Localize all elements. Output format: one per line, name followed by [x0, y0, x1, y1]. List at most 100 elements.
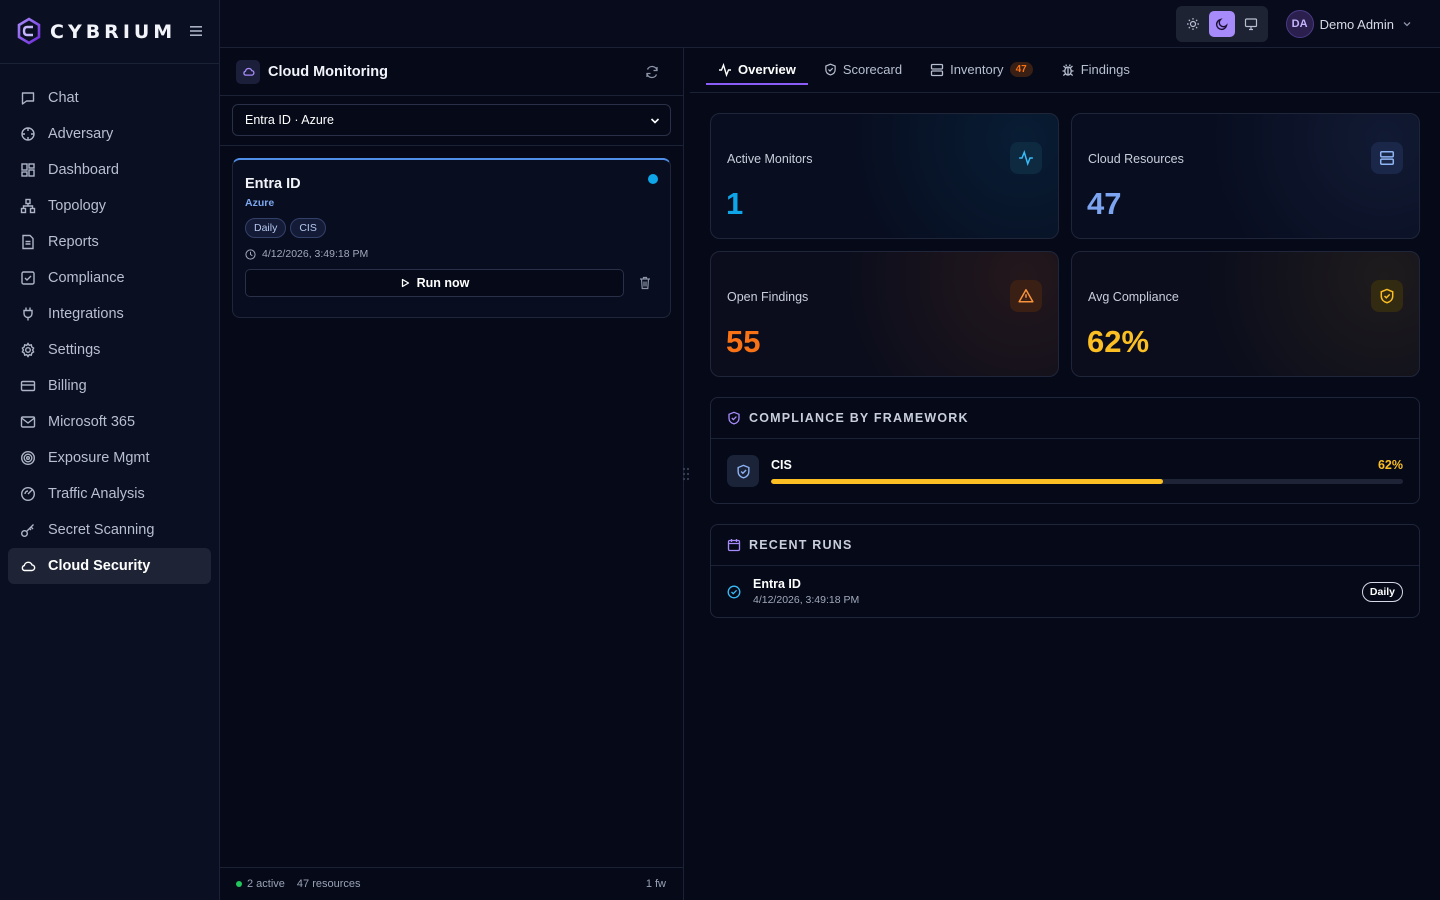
inventory-count-badge: 47	[1009, 62, 1033, 77]
recent-runs-section: RECENT RUNS Entra ID 4/12/2026, 3:49:18 …	[710, 524, 1420, 618]
run-now-button[interactable]: Run now	[245, 269, 624, 297]
cloud-icon	[21, 561, 36, 572]
section-title: RECENT RUNS	[749, 538, 853, 552]
sidebar-item-topology[interactable]: Topology	[8, 188, 211, 224]
recent-run-schedule-tag: Daily	[1361, 582, 1403, 602]
brand-name: CYBRIUM	[50, 20, 177, 43]
chat-icon	[21, 92, 35, 105]
stat-value: 55	[726, 324, 761, 359]
user-menu[interactable]: DA Demo Admin	[1285, 10, 1412, 38]
mail-icon	[20, 416, 36, 428]
monitoring-panel: Cloud Monitoring Entra ID · Azure Entra …	[220, 48, 684, 900]
resize-handle-icon[interactable]	[682, 466, 690, 482]
recent-run-name: Entra ID	[753, 577, 801, 591]
stat-card-cloud-resources: Cloud Resources 47	[1071, 113, 1420, 239]
sidebar-item-label: Dashboard	[48, 162, 119, 178]
cloud-badge	[236, 59, 260, 84]
sidebar: CYBRIUM Chat Adversary Dashboard Topolog…	[0, 0, 220, 900]
theme-system-button[interactable]	[1239, 11, 1264, 37]
checkbox-icon	[21, 271, 35, 285]
framework-body: CIS 62%	[771, 458, 1403, 484]
chevron-down-icon	[1403, 22, 1411, 27]
framework-tag: CIS	[290, 218, 326, 238]
warning-icon	[1018, 288, 1034, 303]
sidebar-item-integrations[interactable]: Integrations	[8, 296, 211, 332]
recent-run-info: Entra ID 4/12/2026, 3:49:18 PM	[753, 577, 859, 606]
sidebar-item-label: Adversary	[48, 126, 114, 142]
sidebar-item-reports[interactable]: Reports	[8, 224, 211, 260]
top-bar: DA Demo Admin	[220, 0, 1440, 48]
sidebar-item-label: Traffic Analysis	[48, 486, 145, 502]
sidebar-item-settings[interactable]: Settings	[8, 332, 211, 368]
stat-icon-badge	[1010, 142, 1042, 174]
clock-icon	[245, 248, 256, 260]
sidebar-item-label: Reports	[48, 234, 99, 250]
framework-row[interactable]: CIS 62%	[711, 439, 1419, 503]
tab-findings[interactable]: Findings	[1049, 47, 1142, 92]
tab-overview[interactable]: Overview	[706, 47, 808, 92]
sidebar-item-adversary[interactable]: Adversary	[8, 116, 211, 152]
framework-name: CIS	[771, 458, 792, 472]
sidebar-item-label: Exposure Mgmt	[48, 450, 150, 466]
footer-frameworks: 1 fw	[645, 878, 666, 890]
monitor-card[interactable]: Entra ID Azure Daily CIS 4/12/2026, 3:49…	[232, 158, 671, 318]
monitor-icon	[1245, 18, 1258, 31]
monitor-card-actions: Run now	[245, 269, 658, 297]
target-icon	[20, 450, 36, 466]
sidebar-item-chat[interactable]: Chat	[8, 80, 211, 116]
bug-icon	[1062, 63, 1074, 76]
monitor-select-value: Entra ID · Azure	[245, 113, 334, 127]
brand-header: CYBRIUM	[0, 0, 219, 64]
sidebar-item-microsoft-365[interactable]: Microsoft 365	[8, 404, 211, 440]
monitor-select-wrap: Entra ID · Azure	[220, 96, 683, 146]
stat-card-open-findings: Open Findings 55	[710, 251, 1059, 377]
gear-icon	[21, 342, 35, 358]
refresh-icon[interactable]	[645, 65, 659, 79]
sidebar-item-traffic-analysis[interactable]: Traffic Analysis	[8, 476, 211, 512]
theme-light-button[interactable]	[1180, 11, 1205, 37]
tab-scorecard[interactable]: Scorecard	[812, 47, 914, 92]
sidebar-item-label: Chat	[48, 90, 79, 106]
radar-icon	[20, 486, 36, 502]
sidebar-item-label: Settings	[48, 342, 101, 358]
theme-dark-button[interactable]	[1209, 11, 1235, 37]
sidebar-item-exposure-mgmt[interactable]: Exposure Mgmt	[8, 440, 211, 476]
monitor-card-provider: Azure	[245, 197, 275, 209]
stat-value: 62%	[1087, 324, 1150, 359]
tab-label: Scorecard	[842, 62, 903, 77]
check-circle-icon	[727, 585, 741, 598]
sidebar-item-billing[interactable]: Billing	[8, 368, 211, 404]
stat-card-avg-compliance: Avg Compliance 62%	[1071, 251, 1420, 377]
sidebar-item-secret-scanning[interactable]: Secret Scanning	[8, 512, 211, 548]
activity-icon	[719, 62, 731, 77]
recent-run-item[interactable]: Entra ID 4/12/2026, 3:49:18 PM Daily	[711, 566, 1419, 617]
stat-label: Cloud Resources	[1088, 152, 1184, 166]
sidebar-item-label: Cloud Security	[48, 558, 151, 574]
stat-label: Avg Compliance	[1088, 290, 1179, 304]
shield-check-icon	[728, 411, 740, 425]
sidebar-item-dashboard[interactable]: Dashboard	[8, 152, 211, 188]
key-icon	[21, 524, 34, 537]
monitor-card-time: 4/12/2026, 3:49:18 PM	[245, 248, 658, 260]
footer-active-count: 2 active	[247, 878, 285, 890]
tab-label: Overview	[738, 62, 796, 77]
sidebar-item-compliance[interactable]: Compliance	[8, 260, 211, 296]
sidebar-item-label: Compliance	[48, 270, 125, 286]
tab-inventory[interactable]: Inventory 47	[918, 47, 1045, 92]
shield-check-icon	[736, 464, 750, 479]
active-dot	[236, 881, 242, 887]
hamburger-menu-icon[interactable]	[189, 25, 203, 37]
play-icon	[401, 278, 409, 288]
sidebar-item-cloud-security[interactable]: Cloud Security	[8, 548, 211, 584]
progress-fill	[771, 479, 1163, 484]
monitor-card-title: Entra ID	[245, 176, 301, 192]
tab-label: Findings	[1080, 62, 1130, 77]
status-dot	[648, 174, 658, 184]
shield-check-icon	[1380, 288, 1394, 304]
trash-icon[interactable]	[639, 276, 651, 290]
monitor-select[interactable]: Entra ID · Azure	[232, 104, 671, 136]
sidebar-nav: Chat Adversary Dashboard Topology Report…	[0, 64, 219, 584]
tab-label: Inventory	[950, 62, 1004, 77]
credit-card-icon	[20, 380, 36, 392]
monitor-card-timestamp: 4/12/2026, 3:49:18 PM	[262, 248, 369, 260]
